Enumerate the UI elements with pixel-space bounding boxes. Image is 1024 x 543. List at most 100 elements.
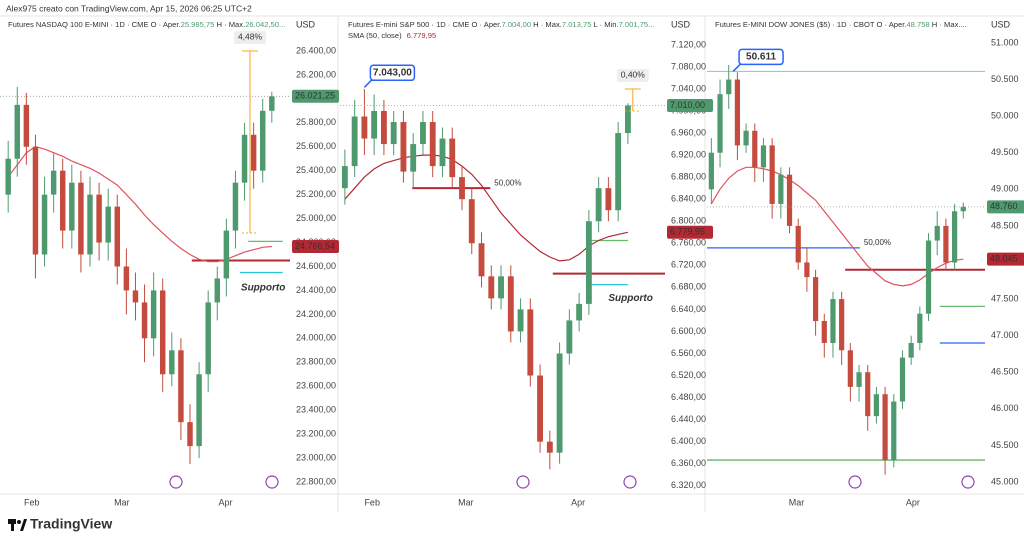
candle-body bbox=[78, 182, 84, 255]
y-tick-label: 47.000 bbox=[991, 330, 1019, 340]
candle-body bbox=[241, 134, 248, 183]
candle-body bbox=[87, 194, 93, 255]
y-tick-label: 6.640,00 bbox=[671, 304, 706, 314]
y-tick-label: 23.400,00 bbox=[296, 405, 336, 415]
x-tick-label: Apr bbox=[571, 497, 585, 507]
price-tag bbox=[667, 98, 713, 112]
logo-mark bbox=[20, 519, 27, 531]
candle-body bbox=[812, 277, 819, 322]
indicator-value: 6.779,95 bbox=[407, 31, 437, 40]
candle-body bbox=[847, 350, 853, 387]
event-icons bbox=[169, 475, 975, 489]
event-icon[interactable] bbox=[265, 475, 279, 489]
indicator-legend: SMA (50, close) 6.779,95 bbox=[348, 31, 436, 40]
level-label: 50,00% bbox=[864, 238, 891, 247]
candle-body bbox=[585, 221, 592, 304]
chart-legend: Futures NASDAQ 100 E-MINI · 1D · CME O ·… bbox=[8, 20, 285, 29]
measure-box bbox=[616, 68, 649, 82]
price-tag-label: 7.010,00 bbox=[670, 100, 705, 110]
price-tag-label: 48.760 bbox=[990, 201, 1018, 211]
candle-body bbox=[856, 372, 862, 387]
price-tag bbox=[292, 89, 339, 103]
candle-body bbox=[546, 441, 553, 453]
y-tick-label: 24.000,00 bbox=[296, 333, 336, 343]
event-icon[interactable] bbox=[516, 475, 530, 489]
candle-body bbox=[5, 158, 11, 195]
event-icon[interactable] bbox=[623, 475, 637, 489]
annotation: Supporto bbox=[608, 293, 652, 304]
candle-body bbox=[341, 166, 348, 189]
candle-body bbox=[488, 276, 495, 299]
y-tick-label: 23.200,00 bbox=[296, 429, 336, 439]
logo-text: TradingView bbox=[30, 516, 112, 532]
candle-body bbox=[527, 309, 534, 376]
candle-body bbox=[400, 122, 407, 172]
candle-body bbox=[899, 357, 906, 402]
candle-body bbox=[624, 105, 631, 134]
x-tick-label: Feb bbox=[24, 497, 40, 507]
y-tick-label: 6.680,00 bbox=[671, 282, 706, 292]
indicator-name: SMA (50, close) bbox=[348, 31, 402, 40]
candle-body bbox=[410, 144, 417, 172]
event-icon[interactable] bbox=[169, 475, 183, 489]
legend-key: H · Max. bbox=[214, 20, 245, 29]
candle-body bbox=[752, 130, 758, 168]
price-tag bbox=[987, 252, 1024, 266]
y-tick-label: 6.520,00 bbox=[671, 370, 706, 380]
header-text: Alex975 creato con TradingView.com, Apr … bbox=[6, 3, 252, 13]
y-tick-label: 23.600,00 bbox=[296, 381, 336, 391]
candle-body bbox=[830, 299, 836, 343]
candle-body bbox=[150, 290, 157, 339]
y-tick-label: 46.000 bbox=[991, 403, 1019, 413]
chart-pane: Futures E-MINI DOW JONES ($5) · 1D · CBO… bbox=[707, 19, 1024, 507]
measure-label: 4,48% bbox=[238, 32, 263, 42]
y-tick-label: 6.720,00 bbox=[671, 260, 706, 270]
candle-body bbox=[123, 266, 130, 291]
y-tick-label: 24.600,00 bbox=[296, 261, 336, 271]
candle-body bbox=[232, 182, 239, 231]
chart-title: Futures NASDAQ 100 E-MINI · 1D · CME bbox=[8, 20, 149, 29]
candle-body bbox=[786, 174, 793, 226]
candle-body bbox=[934, 225, 940, 241]
y-tick-label: 51.000 bbox=[991, 37, 1019, 47]
y-tick-label: 6.960,00 bbox=[671, 127, 706, 137]
y-tick-label: 25.800,00 bbox=[296, 117, 336, 127]
candle-body bbox=[160, 290, 166, 375]
logo: TradingView bbox=[8, 516, 112, 532]
candle-body bbox=[429, 122, 436, 167]
candle-body bbox=[196, 374, 202, 447]
y-tick-label: 7.040,00 bbox=[671, 83, 706, 93]
candle-body bbox=[726, 79, 732, 95]
callout-box bbox=[738, 48, 784, 66]
y-tick-label: 6.480,00 bbox=[671, 392, 706, 402]
candle-body bbox=[576, 303, 583, 321]
sma-line bbox=[344, 154, 629, 262]
candle-body bbox=[960, 206, 966, 212]
chart-legend: Futures E-mini S&P 500 · 1D · CME O · Ap… bbox=[348, 20, 654, 29]
event-icon[interactable] bbox=[961, 475, 975, 489]
candle-body bbox=[41, 194, 48, 255]
y-tick-label: 25.200,00 bbox=[296, 189, 336, 199]
event-icon[interactable] bbox=[848, 475, 862, 489]
callout-label: 7.043,00 bbox=[373, 67, 412, 78]
candle-body bbox=[214, 278, 220, 303]
candle-body bbox=[717, 94, 723, 153]
candle-body bbox=[420, 122, 426, 145]
callout-pointer bbox=[732, 62, 742, 72]
logo-mark bbox=[11, 519, 14, 531]
candle-body bbox=[882, 394, 888, 461]
y-tick-label: 25.400,00 bbox=[296, 165, 336, 175]
candle-body bbox=[556, 353, 563, 453]
chart-pane: Futures E-mini S&P 500 · 1D · CME O · Ap… bbox=[340, 19, 713, 507]
y-tick-label: 6.800,00 bbox=[671, 216, 706, 226]
candle-body bbox=[187, 422, 193, 447]
y-tick-label: 23.800,00 bbox=[296, 357, 336, 367]
candle-body bbox=[459, 177, 465, 200]
annotation: Supporto bbox=[241, 283, 285, 294]
y-tick-label: 24.200,00 bbox=[296, 309, 336, 319]
x-tick-label: Feb bbox=[364, 497, 380, 507]
candle-body bbox=[14, 104, 20, 159]
chart-title: Futures E-MINI DOW JONES ($5) · 1D · CBO… bbox=[715, 20, 875, 29]
